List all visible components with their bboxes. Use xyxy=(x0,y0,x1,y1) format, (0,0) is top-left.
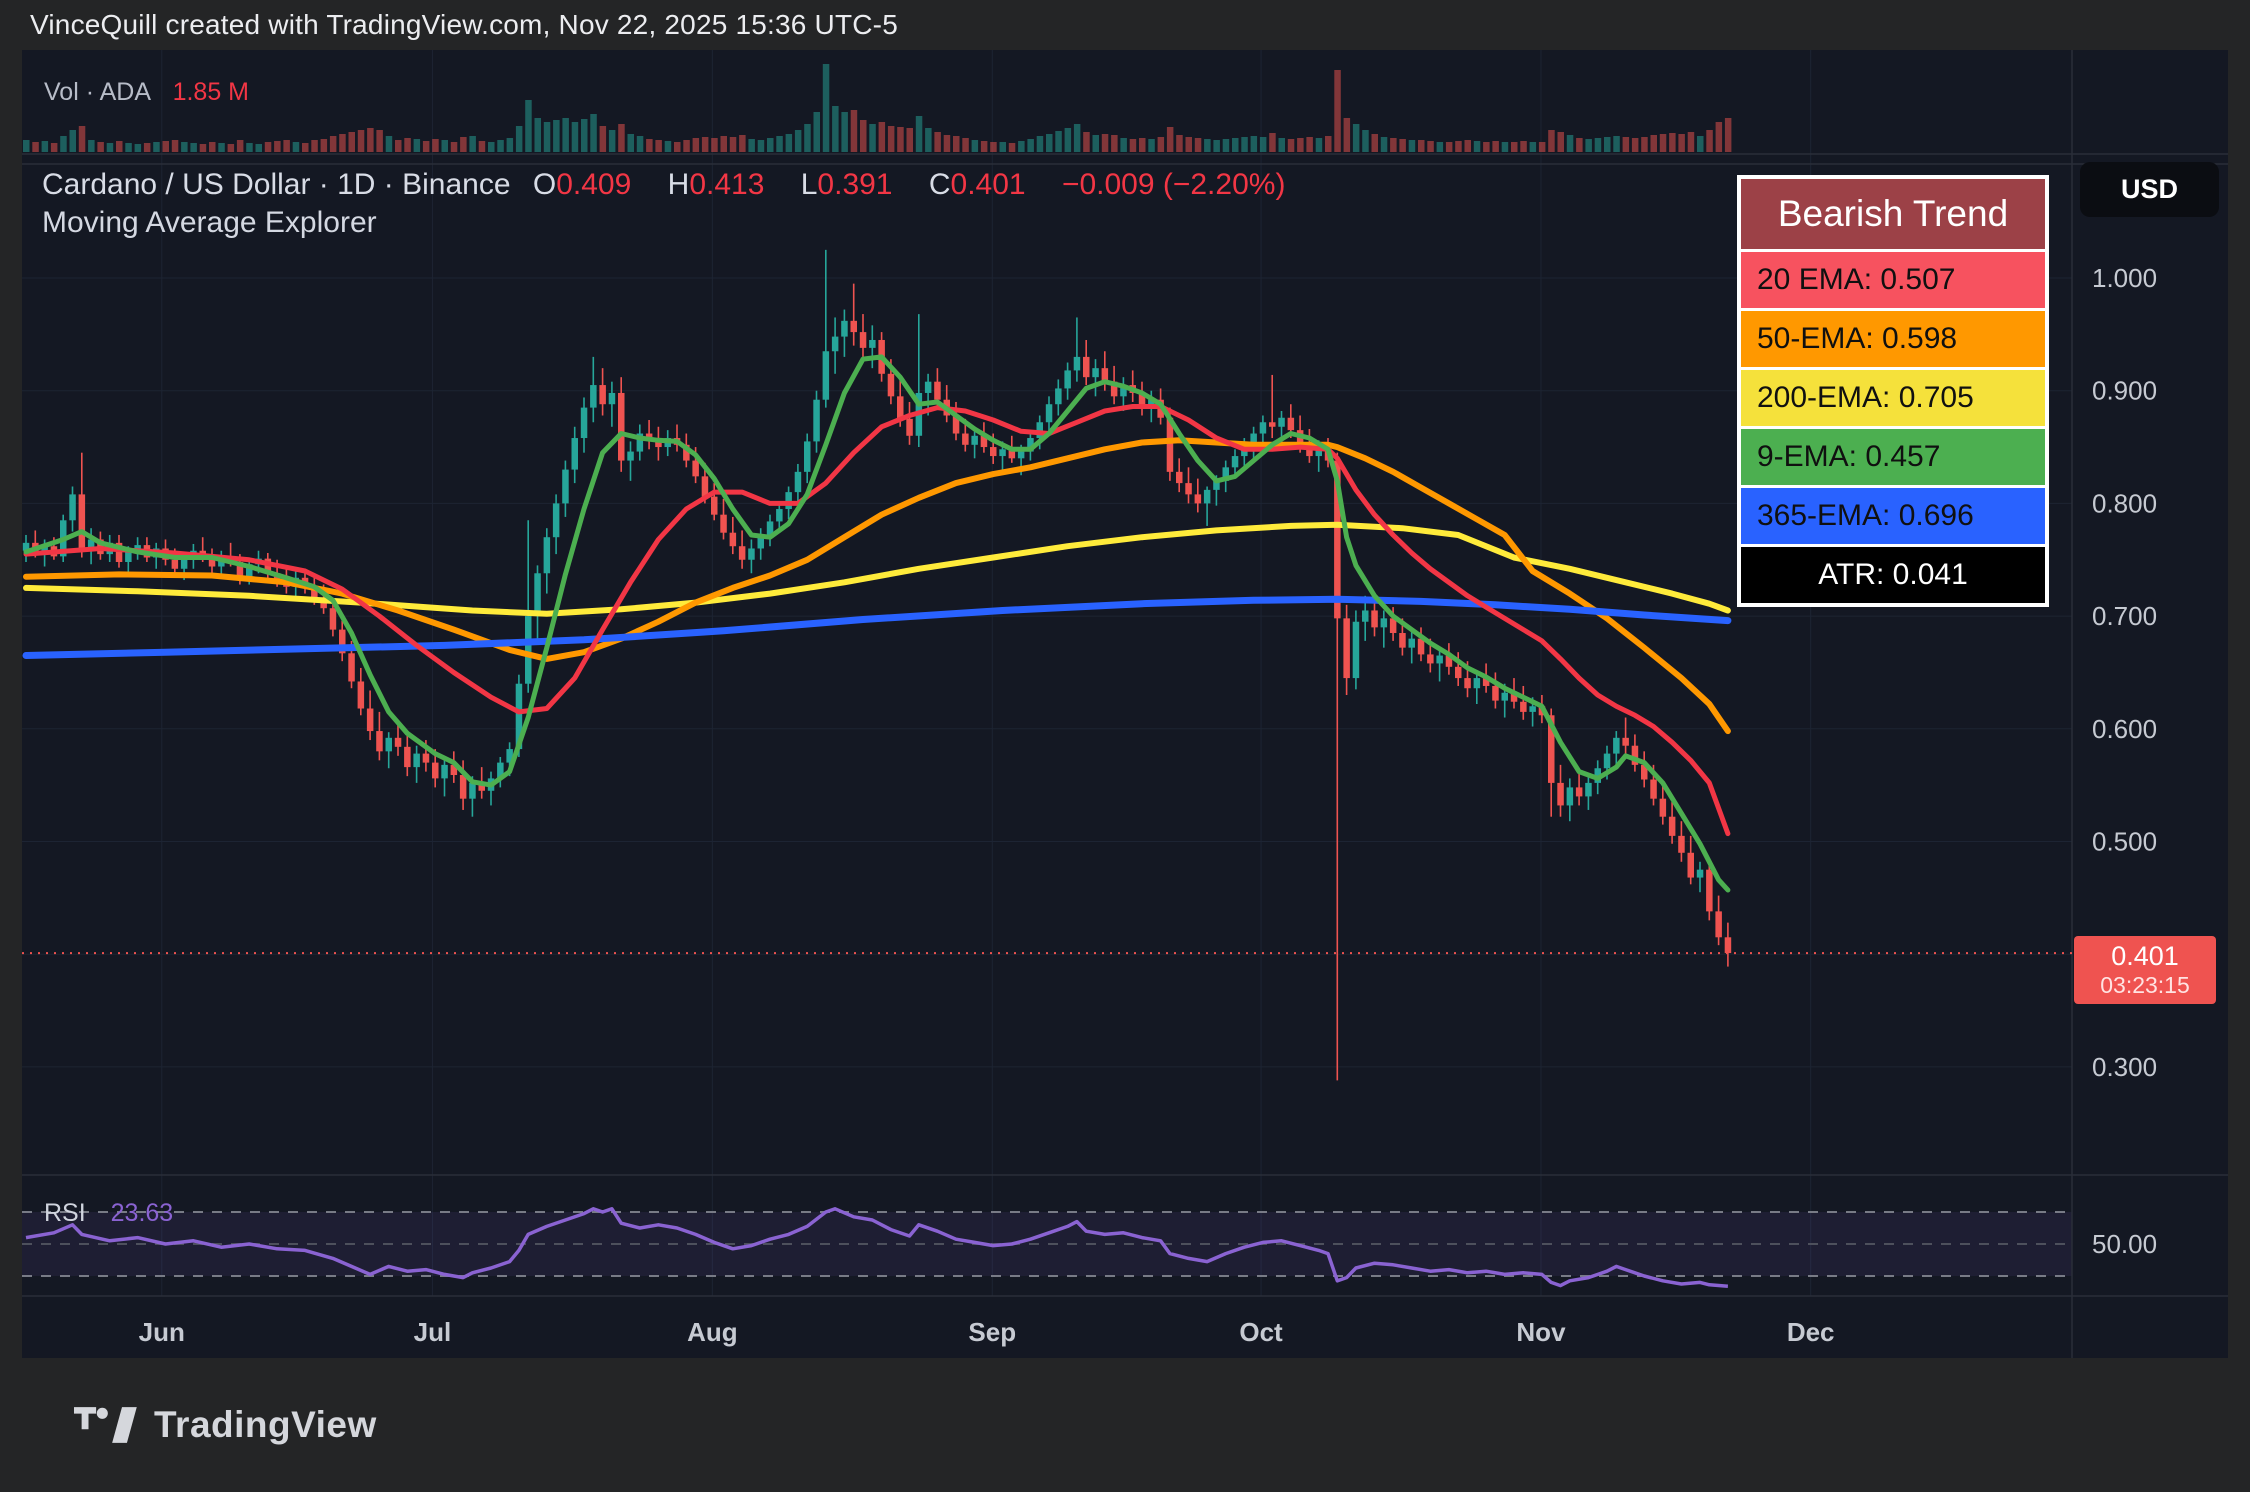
candles-layer xyxy=(22,249,1732,1081)
chart-canvas[interactable]: 1.000 0.900 0.800 0.700 0.600 0.500 0.300 50.00… xyxy=(22,50,2228,1358)
volume-legend[interactable]: Vol · ADA 1.85 M xyxy=(44,78,249,107)
symbol-title: Cardano / US Dollar · 1D · Binance xyxy=(42,168,511,201)
ohlc-high: H0.413 xyxy=(667,168,765,201)
volume-legend-value: 1.85 M xyxy=(172,78,250,106)
y-tick-label: 0.900 xyxy=(2092,376,2157,406)
tradingview-logo-text: TradingView xyxy=(154,1404,377,1445)
rsi-axis-label: 50.00 xyxy=(2092,1229,2157,1259)
ohlc-low: L0.391 xyxy=(800,168,893,201)
volume-legend-label: Vol · ADA xyxy=(44,78,150,106)
bar-countdown: 03:23:15 xyxy=(2100,972,2190,998)
last-price-value: 0.401 xyxy=(2111,941,2179,971)
y-tick-label: 0.800 xyxy=(2092,488,2157,518)
time-axis[interactable]: Jun Jul Aug Sep Oct Nov Dec xyxy=(139,1317,1835,1347)
legend-row-0: 20 EMA: 0.507 xyxy=(1741,252,2045,308)
rsi-pane xyxy=(22,1207,2072,1288)
tradingview-logo-icon xyxy=(74,1407,137,1443)
legend-row-3: 9-EMA: 0.457 xyxy=(1741,429,2045,485)
ohlc-close: C0.401 xyxy=(928,168,1026,201)
ema-lines xyxy=(22,354,1732,893)
rsi-legend[interactable]: RSI 23.63 xyxy=(44,1199,173,1228)
currency-toggle-button[interactable]: USD xyxy=(2080,162,2219,217)
x-tick-label: Jun xyxy=(139,1317,185,1347)
trend-legend-box: Bearish Trend 20 EMA: 0.507 50-EMA: 0.598… xyxy=(1737,175,2049,607)
change-value: −0.009 (−2.20%) xyxy=(1061,168,1286,201)
y-tick-label: 1.000 xyxy=(2092,263,2157,293)
price-axis[interactable]: 1.000 0.900 0.800 0.700 0.600 0.500 0.300 50.00 xyxy=(2092,263,2157,1259)
legend-row-5: ATR: 0.041 xyxy=(1741,547,2045,603)
volume-bars xyxy=(23,64,1732,152)
rsi-label: RSI xyxy=(44,1199,86,1227)
pane-separators xyxy=(22,50,2228,1358)
ohlc-open: O0.409 xyxy=(532,168,632,201)
x-tick-label: Nov xyxy=(1516,1317,1566,1347)
trend-legend-header: Bearish Trend xyxy=(1741,179,2045,249)
grid-lines xyxy=(22,50,2072,1296)
legend-row-2: 200-EMA: 0.705 xyxy=(1741,370,2045,426)
x-tick-label: Dec xyxy=(1787,1317,1835,1347)
rsi-line xyxy=(25,1207,1729,1288)
y-tick-label: 0.300 xyxy=(2092,1052,2157,1082)
x-tick-label: Aug xyxy=(687,1317,738,1347)
chart-area: 1.000 0.900 0.800 0.700 0.600 0.500 0.300 50.00… xyxy=(22,50,2228,1358)
x-tick-label: Jul xyxy=(414,1317,452,1347)
legend-row-1: 50-EMA: 0.598 xyxy=(1741,311,2045,367)
y-tick-label: 0.600 xyxy=(2092,714,2157,744)
legend-row-4: 365-EMA: 0.696 xyxy=(1741,488,2045,544)
y-tick-label: 0.700 xyxy=(2092,601,2157,631)
attribution-text: VinceQuill created with TradingView.com,… xyxy=(30,9,898,40)
x-tick-label: Sep xyxy=(968,1317,1016,1347)
rsi-value: 23.63 xyxy=(110,1199,174,1227)
x-tick-label: Oct xyxy=(1239,1317,1283,1347)
tradingview-logo[interactable]: TradingView xyxy=(74,1396,377,1454)
symbol-legend[interactable]: Cardano / US Dollar · 1D · Binance O0.40… xyxy=(42,168,1299,202)
indicator-title[interactable]: Moving Average Explorer xyxy=(42,206,377,239)
y-tick-label: 0.500 xyxy=(2092,827,2157,857)
last-price-badge: 0.401 03:23:15 xyxy=(2074,936,2216,1004)
